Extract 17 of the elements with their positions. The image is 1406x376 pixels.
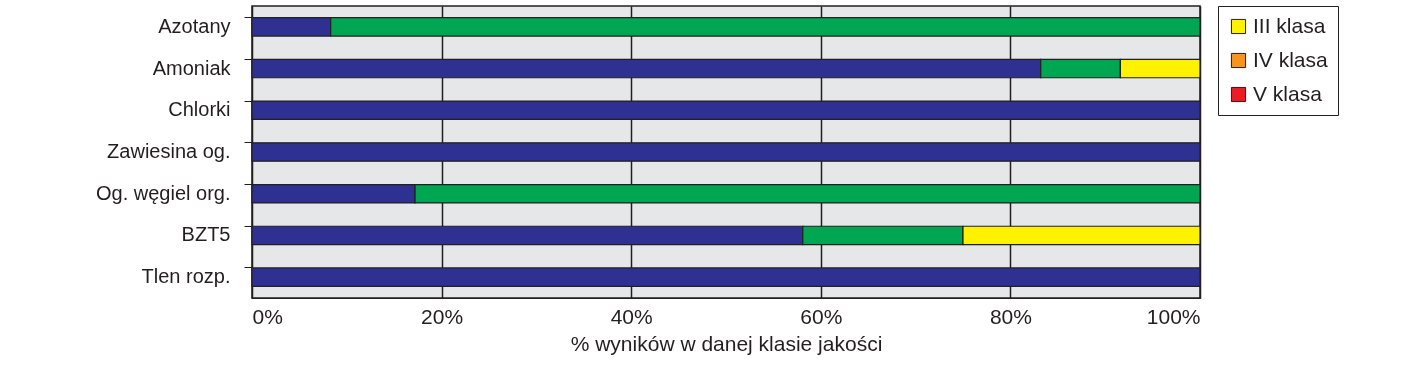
y-tick-label: Chlorki	[168, 98, 231, 121]
y-tick-label: Azotany	[158, 14, 231, 37]
y-tick-label: Amoniak	[152, 56, 232, 79]
y-tick-label: Tlen rozp.	[141, 265, 231, 288]
x-tick-label: 80%	[989, 304, 1032, 328]
x-tick-label: 0%	[252, 304, 283, 328]
legend-label: IV klasa	[1253, 47, 1329, 71]
x-tick-label: 60%	[800, 304, 843, 328]
y-tick-label: BZT5	[181, 223, 231, 246]
legend-label: V klasa	[1253, 81, 1323, 105]
y-tick-label: Og. węgiel org.	[95, 181, 231, 204]
legend-label: III klasa	[1253, 13, 1326, 37]
x-tick-label: 100%	[1146, 304, 1201, 328]
x-tick-label: 20%	[421, 304, 464, 328]
x-axis-title: % wyników w danej klasie jakości	[570, 331, 883, 355]
x-tick-label: 40%	[610, 304, 653, 328]
y-tick-label: Zawiesina og.	[107, 140, 231, 162]
